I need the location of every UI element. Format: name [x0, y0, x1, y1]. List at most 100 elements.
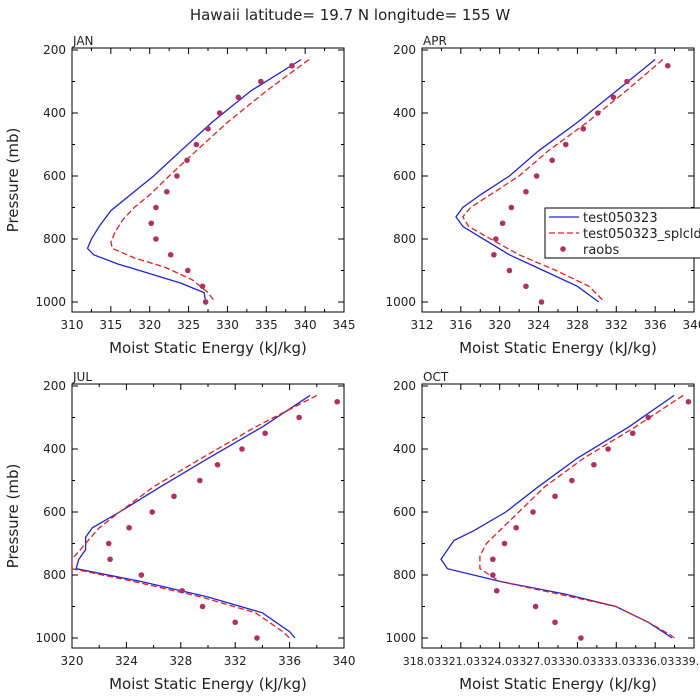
y-tick-label: 200: [393, 43, 416, 57]
x-axis-label: Moist Static Energy (kJ/kg): [459, 675, 657, 693]
y-tick-label: 200: [43, 43, 66, 57]
raobs-point: [493, 236, 499, 242]
raobs-point: [214, 461, 221, 468]
raobs-point: [493, 587, 500, 594]
series-line-test050323: [455, 58, 656, 303]
x-tick-label: 324: [527, 318, 550, 332]
y-axis-label: Pressure (mb): [4, 128, 22, 233]
series-line-test050323: [75, 394, 311, 639]
raobs-point: [560, 315, 566, 321]
plot-frame: [421, 383, 695, 649]
raobs-point: [685, 398, 692, 405]
x-tick-label: 315: [99, 318, 122, 332]
x-tick-label: 312: [411, 318, 434, 332]
plot-frame: [71, 47, 345, 313]
x-tick-label: 328: [566, 318, 589, 332]
raobs-point: [549, 157, 555, 164]
x-tick-label: 332: [224, 654, 247, 668]
y-tick-label: 600: [43, 169, 66, 183]
raobs-point: [289, 62, 295, 69]
series-group: [86, 58, 310, 305]
raobs-point: [184, 157, 190, 164]
raobs-point: [595, 110, 601, 116]
raobs-point: [508, 204, 515, 211]
x-tick-label: 336: [644, 318, 667, 332]
panel-jan: JAN 310 315 320 325 330 335 340 345 200 400 600 800 1…: [4, 34, 355, 357]
x-tick-label: 336: [278, 654, 301, 668]
series-line-test050323-splcld: [110, 58, 310, 303]
raobs-point: [216, 110, 223, 116]
y-tick-label: 600: [393, 505, 416, 519]
raobs-point: [239, 446, 245, 452]
series-line-test050323: [440, 394, 675, 639]
y-tick-label: 600: [393, 169, 416, 183]
raobs-point: [232, 619, 238, 626]
x-tick-label: 321.03: [442, 655, 481, 668]
y-tick-label: 800: [393, 568, 416, 582]
legend-label: raobs: [583, 243, 620, 258]
legend-label: test050323: [583, 211, 658, 226]
raobs-point: [552, 619, 558, 626]
raobs-point: [202, 299, 209, 305]
x-tick-label: 333.03: [597, 655, 636, 668]
raobs-point: [153, 236, 159, 242]
x-tick-label: 320: [138, 318, 161, 332]
raobs-point: [199, 283, 206, 290]
raobs-point: [184, 267, 191, 274]
panel-label: JUL: [72, 370, 92, 384]
x-axis-label: Moist Static Energy (kJ/kg): [459, 339, 657, 357]
panel-apr: APR 312 316 320 324 328 332 336 340 200 400 600 800 1…: [385, 34, 700, 357]
series-group: [440, 394, 692, 641]
y-tick-label: 1000: [385, 295, 416, 309]
y-tick-label: 400: [43, 106, 66, 120]
y-tick-label: 800: [393, 232, 416, 246]
series-group: [455, 58, 671, 321]
raobs-point: [580, 125, 587, 132]
raobs-point: [254, 635, 260, 641]
chart-panels: JAN 310 315 320 325 330 335 340 345 200 400 600 800 1…: [4, 34, 700, 693]
raobs-point: [138, 572, 145, 578]
legend-marker: [560, 246, 566, 252]
x-tick-label: 340: [294, 318, 317, 332]
raobs-point: [262, 430, 268, 437]
plot-frame: [421, 47, 695, 313]
x-axis-label: Moist Static Energy (kJ/kg): [109, 675, 307, 693]
raobs-point: [174, 173, 180, 179]
x-tick-label: 345: [333, 318, 356, 332]
raobs-point: [258, 78, 264, 85]
raobs-point: [296, 414, 302, 421]
x-tick-label: 320: [61, 654, 84, 668]
raobs-point: [235, 94, 242, 101]
y-tick-label: 200: [393, 379, 416, 393]
raobs-point: [199, 603, 206, 610]
raobs-point: [193, 141, 200, 148]
raobs-point: [167, 251, 174, 258]
raobs-point: [523, 188, 529, 195]
y-tick-label: 800: [43, 232, 66, 246]
legend-label: test050323_splcld: [583, 227, 700, 242]
raobs-point: [629, 430, 636, 437]
x-tick-label: 318.03: [403, 655, 442, 668]
raobs-point: [552, 493, 558, 500]
raobs-point: [164, 188, 170, 195]
raobs-point: [530, 509, 536, 515]
raobs-point: [153, 204, 159, 211]
x-tick-label: 327.03: [519, 655, 558, 668]
x-tick-label: 324.03: [480, 655, 519, 668]
raobs-point: [171, 493, 177, 500]
y-tick-label: 400: [43, 442, 66, 456]
raobs-point: [562, 141, 569, 148]
raobs-point: [490, 556, 496, 563]
x-tick-label: 335: [255, 318, 278, 332]
raobs-point: [645, 414, 652, 421]
raobs-point: [148, 220, 155, 227]
y-tick-label: 1000: [35, 631, 66, 645]
raobs-point: [605, 446, 611, 452]
x-tick-label: 339.03: [675, 655, 700, 668]
panel-jul: JUL 320 324 328 332 336 340 200 400 600 800 1000 Moi…: [4, 370, 355, 693]
panel-label: APR: [423, 34, 447, 48]
y-tick-label: 600: [43, 505, 66, 519]
x-tick-label: 340: [333, 654, 356, 668]
series-line-test050323: [86, 58, 302, 303]
